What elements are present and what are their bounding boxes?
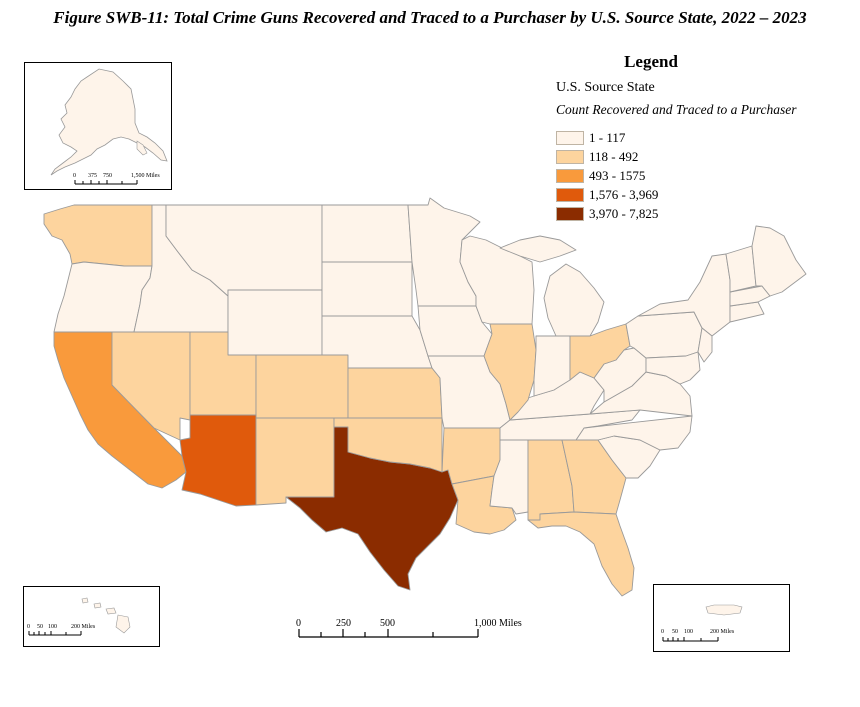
scale-tick-3: 1,000 Miles <box>474 618 522 629</box>
alaska-scale-tick-1: 375 <box>88 173 97 179</box>
state-arizona <box>179 414 257 507</box>
legend-subtitle: U.S. Source State <box>556 80 655 95</box>
state-hawaii-kauai <box>81 597 89 604</box>
legend-item: 118 - 492 <box>556 147 846 166</box>
state-south-dakota <box>321 261 413 317</box>
state-vermont-nh <box>725 245 757 293</box>
legend-item: 493 - 1575 <box>556 166 846 185</box>
state-washington <box>43 204 153 267</box>
legend-swatch <box>556 168 584 183</box>
state-california <box>53 331 187 489</box>
pr-scale-tick-3: 200 Miles <box>710 629 735 635</box>
state-missouri <box>427 355 511 429</box>
legend-item: 1 - 117 <box>556 128 846 147</box>
legend-label: 3,970 - 7,825 <box>589 205 659 221</box>
alaska-scale-bar <box>74 180 138 185</box>
state-alabama <box>527 439 575 521</box>
state-kansas <box>347 367 443 419</box>
hawaii-inset: 0 50 100 200 Miles <box>23 586 160 647</box>
state-michigan <box>543 263 605 337</box>
state-iowa <box>417 305 493 357</box>
state-colorado <box>255 354 349 419</box>
legend-title: Legend <box>624 52 678 71</box>
alaska-scale-tick-3: 1,500 Miles <box>131 173 160 179</box>
state-ohio <box>569 323 631 381</box>
puerto-rico-inset: 0 50 100 200 Miles <box>653 584 790 652</box>
state-alaska-islands <box>136 140 148 156</box>
state-hawaii-oahu <box>93 602 102 609</box>
state-florida <box>527 511 635 597</box>
state-arkansas <box>441 427 507 485</box>
pr-scale-tick-1: 50 <box>672 629 678 635</box>
state-montana <box>165 204 323 297</box>
hawaii-inset-map: 0 50 100 200 Miles <box>27 597 131 636</box>
state-illinois <box>483 323 537 421</box>
state-alaska <box>50 68 168 176</box>
hawaii-scale-bar <box>28 631 82 636</box>
hawaii-scale-tick-3: 200 Miles <box>71 624 96 630</box>
state-oklahoma <box>333 417 443 473</box>
state-idaho <box>133 204 229 333</box>
state-pennsylvania <box>625 311 703 359</box>
state-massachusetts <box>729 285 771 307</box>
state-nebraska <box>321 315 433 369</box>
legend-label: 493 - 1575 <box>589 167 646 183</box>
legend-label: 1,576 - 3,969 <box>589 186 659 202</box>
pr-scale-bar <box>662 637 719 642</box>
scale-tick-0: 0 <box>296 618 301 629</box>
state-minnesota <box>407 197 481 307</box>
map-scale-bar <box>298 629 479 638</box>
alaska-inset: 0 375 750 1,500 Miles <box>24 62 172 190</box>
legend-field-name: Count Recovered and Traced to a Purchase… <box>556 102 797 117</box>
alaska-scale-tick-0: 0 <box>73 173 76 179</box>
pr-scale-tick-0: 0 <box>661 629 664 635</box>
alaska-inset-map: 0 375 750 1,500 Miles <box>50 68 168 185</box>
state-new-mexico <box>255 417 335 506</box>
state-new-jersey <box>697 327 713 363</box>
hawaii-scale-tick-0: 0 <box>27 624 30 630</box>
state-tennessee <box>499 409 641 441</box>
state-west-virginia <box>593 347 647 403</box>
state-south-carolina <box>597 435 661 479</box>
state-louisiana <box>451 475 517 535</box>
territory-puerto-rico <box>705 604 743 616</box>
state-north-dakota <box>321 204 413 263</box>
state-georgia <box>561 439 627 515</box>
state-indiana <box>533 335 571 397</box>
scale-tick-1: 250 <box>336 618 351 629</box>
state-texas <box>285 426 459 591</box>
state-wisconsin <box>459 235 535 325</box>
state-hawaii-maui <box>105 607 117 615</box>
scale-tick-2: 500 <box>380 618 395 629</box>
alaska-scale-tick-2: 750 <box>103 173 112 179</box>
state-new-england-south <box>729 301 765 323</box>
state-mississippi <box>489 439 529 515</box>
hawaii-scale-tick-2: 100 <box>48 624 57 630</box>
state-utah <box>189 331 257 416</box>
state-delaware-maryland <box>645 351 701 385</box>
puerto-rico-inset-map: 0 50 100 200 Miles <box>661 604 743 642</box>
figure-title: Figure SWB-11: Total Crime Guns Recovere… <box>53 8 807 27</box>
state-virginia <box>589 371 693 417</box>
state-oregon <box>53 261 153 333</box>
legend-item: 3,970 - 7,825 <box>556 204 846 223</box>
legend-item: 1,576 - 3,969 <box>556 185 846 204</box>
state-new-york <box>637 253 731 337</box>
pr-scale-tick-2: 100 <box>684 629 693 635</box>
legend-label: 118 - 492 <box>589 148 639 164</box>
state-michigan-up <box>499 235 577 263</box>
state-maine <box>751 225 807 297</box>
legend-swatch <box>556 130 584 145</box>
hawaii-scale-tick-1: 50 <box>37 624 43 630</box>
legend-swatch <box>556 187 584 202</box>
legend-label: 1 - 117 <box>589 129 626 145</box>
legend-swatch <box>556 206 584 221</box>
state-wyoming <box>227 289 323 356</box>
state-kentucky <box>509 371 605 421</box>
state-north-carolina <box>575 415 693 451</box>
map-legend: Legend U.S. Source State Count Recovered… <box>556 52 846 223</box>
state-hawaii-big <box>115 614 131 634</box>
state-nevada <box>111 331 191 441</box>
legend-swatch <box>556 149 584 164</box>
